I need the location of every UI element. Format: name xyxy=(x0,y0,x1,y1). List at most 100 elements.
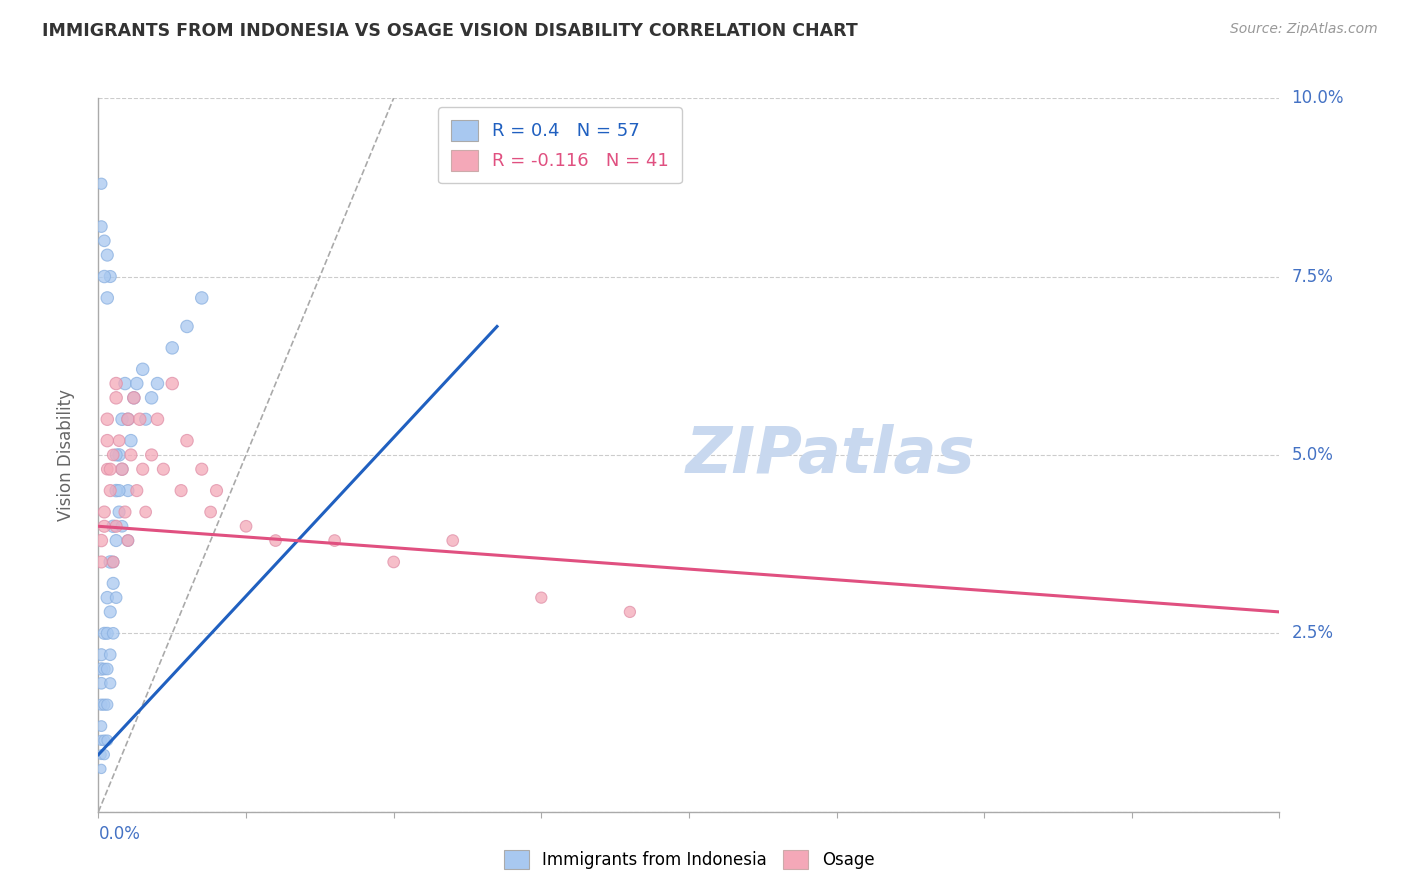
Point xyxy=(114,505,136,519)
Point xyxy=(98,483,121,498)
Point xyxy=(105,591,128,605)
Text: 10.0%: 10.0% xyxy=(1291,89,1344,107)
Y-axis label: Vision Disability: Vision Disability xyxy=(56,389,75,521)
Point xyxy=(235,519,257,533)
Point xyxy=(170,483,193,498)
Point xyxy=(90,762,112,776)
Point xyxy=(90,177,112,191)
Point xyxy=(93,234,115,248)
Point xyxy=(132,462,155,476)
Point xyxy=(90,662,112,676)
Point xyxy=(141,448,163,462)
Text: Source: ZipAtlas.com: Source: ZipAtlas.com xyxy=(1230,22,1378,37)
Point xyxy=(98,648,121,662)
Point xyxy=(135,412,157,426)
Text: 7.5%: 7.5% xyxy=(1291,268,1333,285)
Text: ZIPatlas: ZIPatlas xyxy=(686,424,976,486)
Point xyxy=(146,376,169,391)
Point xyxy=(120,434,142,448)
Point xyxy=(98,269,121,284)
Point xyxy=(105,533,128,548)
Point xyxy=(120,448,142,462)
Point xyxy=(205,483,228,498)
Point xyxy=(96,248,118,262)
Point xyxy=(111,462,134,476)
Point xyxy=(98,555,121,569)
Legend: R = 0.4   N = 57, R = -0.116   N = 41: R = 0.4 N = 57, R = -0.116 N = 41 xyxy=(439,107,682,183)
Point xyxy=(105,519,128,533)
Point xyxy=(103,448,125,462)
Point xyxy=(103,519,125,533)
Point xyxy=(93,733,115,747)
Point xyxy=(90,676,112,690)
Point xyxy=(90,533,112,548)
Point xyxy=(98,605,121,619)
Point xyxy=(117,533,139,548)
Point xyxy=(90,747,112,762)
Point xyxy=(93,269,115,284)
Point xyxy=(96,412,118,426)
Point xyxy=(93,505,115,519)
Point xyxy=(152,462,174,476)
Point xyxy=(111,462,134,476)
Point xyxy=(191,291,214,305)
Point xyxy=(90,719,112,733)
Point xyxy=(530,591,553,605)
Point xyxy=(125,483,148,498)
Text: 5.0%: 5.0% xyxy=(1291,446,1333,464)
Point xyxy=(90,555,112,569)
Point xyxy=(96,591,118,605)
Point xyxy=(117,412,139,426)
Point xyxy=(96,662,118,676)
Point xyxy=(108,448,131,462)
Point xyxy=(108,434,131,448)
Point xyxy=(93,662,115,676)
Point xyxy=(135,505,157,519)
Point xyxy=(105,376,128,391)
Point xyxy=(105,391,128,405)
Point xyxy=(141,391,163,405)
Point xyxy=(96,698,118,712)
Point xyxy=(98,462,121,476)
Point xyxy=(117,483,139,498)
Point xyxy=(90,733,112,747)
Point xyxy=(103,576,125,591)
Point xyxy=(96,626,118,640)
Point xyxy=(132,362,155,376)
Point xyxy=(176,319,198,334)
Point xyxy=(191,462,214,476)
Point xyxy=(103,555,125,569)
Point xyxy=(146,412,169,426)
Point xyxy=(90,648,112,662)
Point xyxy=(619,605,641,619)
Point xyxy=(98,676,121,690)
Point xyxy=(162,341,183,355)
Point xyxy=(200,505,222,519)
Point xyxy=(96,291,118,305)
Point xyxy=(96,434,118,448)
Text: IMMIGRANTS FROM INDONESIA VS OSAGE VISION DISABILITY CORRELATION CHART: IMMIGRANTS FROM INDONESIA VS OSAGE VISIO… xyxy=(42,22,858,40)
Point xyxy=(96,733,118,747)
Text: 2.5%: 2.5% xyxy=(1291,624,1333,642)
Point xyxy=(264,533,287,548)
Point xyxy=(93,519,115,533)
Legend: Immigrants from Indonesia, Osage: Immigrants from Indonesia, Osage xyxy=(494,840,884,880)
Point xyxy=(114,376,136,391)
Point xyxy=(382,555,405,569)
Point xyxy=(93,626,115,640)
Point xyxy=(323,533,346,548)
Point xyxy=(108,505,131,519)
Point xyxy=(111,412,134,426)
Point xyxy=(125,376,148,391)
Point xyxy=(105,483,128,498)
Point xyxy=(96,462,118,476)
Point xyxy=(90,219,112,234)
Point xyxy=(103,626,125,640)
Point xyxy=(122,391,145,405)
Point xyxy=(93,747,115,762)
Point xyxy=(122,391,145,405)
Point xyxy=(103,555,125,569)
Point xyxy=(117,412,139,426)
Text: 0.0%: 0.0% xyxy=(98,824,141,843)
Point xyxy=(111,519,134,533)
